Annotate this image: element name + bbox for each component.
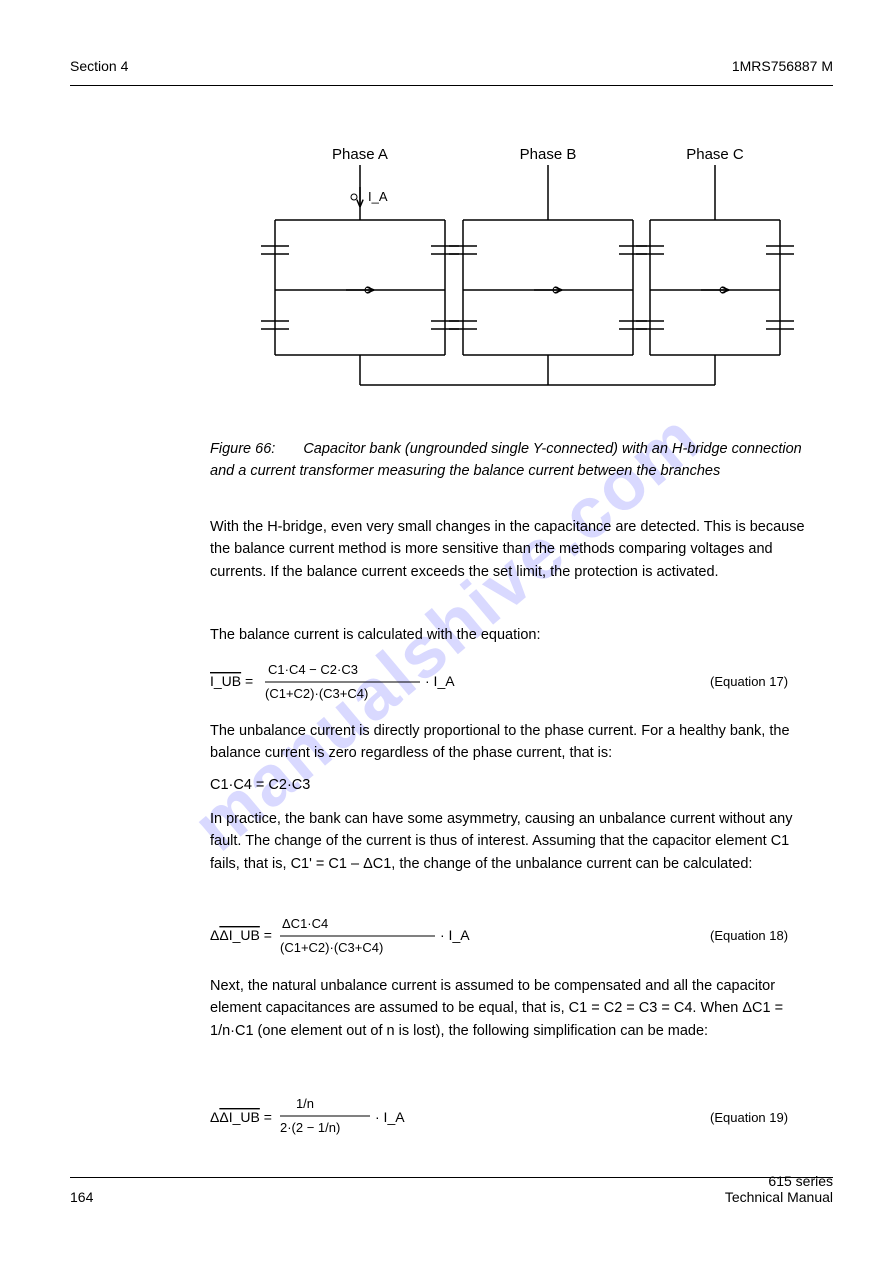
figure-text: Capacitor bank (ungrounded single Y-conn…	[210, 441, 802, 479]
eq17-cond: C1·C4 = C2·C3	[210, 774, 823, 796]
svg-text:(Equation 18): (Equation 18)	[710, 928, 788, 943]
svg-text:Phase B: Phase B	[520, 146, 577, 163]
para-2: The balance current is calculated with t…	[210, 624, 823, 646]
svg-text:· I_A: · I_A	[375, 1109, 405, 1125]
figure-caption: Figure 66: Capacitor bank (ungrounded si…	[210, 438, 823, 483]
svg-text:· I_A: · I_A	[425, 673, 455, 689]
para-1: With the H-bridge, even very small chang…	[210, 516, 823, 583]
svg-text:I_UB =: I_UB =	[210, 673, 253, 689]
diagram-svg: Phase A I_A Phase B Phase C	[235, 145, 805, 425]
svg-text:· I_A: · I_A	[440, 927, 470, 943]
svg-text:Phase A: Phase A	[332, 146, 388, 163]
svg-text:ΔΔI_UB =: ΔΔI_UB =	[210, 1109, 272, 1125]
eq17-svg: I_UB = C1·C4 − C2·C3 (C1+C2)·(C3+C4) · I…	[210, 656, 830, 708]
h-bridge-diagram: Phase A I_A Phase B Phase C	[235, 145, 805, 430]
svg-text:Phase C: Phase C	[686, 146, 744, 163]
svg-text:(C1+C2)·(C3+C4): (C1+C2)·(C3+C4)	[280, 940, 383, 955]
eq17-note: The unbalance current is directly propor…	[210, 720, 823, 765]
eq19-svg: ΔΔI_UB = 1/n 2·(2 − 1/n) · I_A (Equation…	[210, 1090, 830, 1146]
rule-bottom	[70, 1177, 833, 1178]
svg-text:ΔΔI_UB =: ΔΔI_UB =	[210, 927, 272, 943]
svg-text:C1·C4 − C2·C3: C1·C4 − C2·C3	[268, 662, 358, 677]
header-left: Section 4	[70, 58, 128, 74]
svg-text:I_A: I_A	[368, 189, 388, 204]
svg-text:2·(2 − 1/n): 2·(2 − 1/n)	[280, 1120, 340, 1135]
equation-17: I_UB = C1·C4 − C2·C3 (C1+C2)·(C3+C4) · I…	[210, 656, 823, 715]
equation-19: ΔΔI_UB = 1/n 2·(2 − 1/n) · I_A (Equation…	[210, 1090, 823, 1153]
svg-text:(Equation 19): (Equation 19)	[710, 1110, 788, 1125]
svg-text:(Equation 17): (Equation 17)	[710, 674, 788, 689]
svg-text:(C1+C2)·(C3+C4): (C1+C2)·(C3+C4)	[265, 686, 368, 701]
footer-right: 615 series Technical Manual	[725, 1173, 833, 1205]
eq18-intro: In practice, the bank can have some asym…	[210, 808, 823, 875]
svg-text:1/n: 1/n	[296, 1096, 314, 1111]
svg-text:ΔC1·C4: ΔC1·C4	[282, 916, 328, 931]
footer-page-num: 164	[70, 1189, 93, 1205]
eq19-intro: Next, the natural unbalance current is a…	[210, 975, 823, 1042]
equation-18: ΔΔI_UB = ΔC1·C4 (C1+C2)·(C3+C4) · I_A (E…	[210, 910, 823, 969]
rule-top	[70, 85, 833, 86]
page: manualshive.com Section 4 1MRS756887 M P…	[0, 0, 893, 1263]
header-right: 1MRS756887 M	[732, 58, 833, 74]
figure-label: Figure 66:	[210, 441, 275, 457]
eq18-svg: ΔΔI_UB = ΔC1·C4 (C1+C2)·(C3+C4) · I_A (E…	[210, 910, 830, 962]
